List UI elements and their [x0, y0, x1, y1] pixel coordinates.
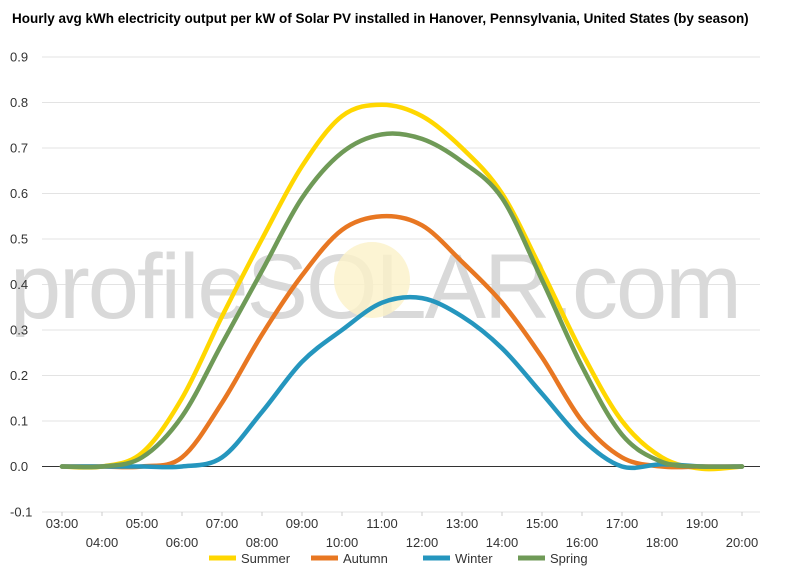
- y-tick-label: 0.2: [10, 368, 28, 383]
- y-tick-label: 0.7: [10, 141, 28, 156]
- y-axis: -0.1 0.0 0.1 0.2 0.3 0.4 0.5 0.6 0.7 0.8 0.9: [10, 50, 32, 520]
- legend-label-winter: Winter: [455, 551, 493, 566]
- x-tick-label: 14:00: [486, 535, 519, 550]
- series-line-summer: [59, 102, 745, 472]
- y-tick-label: 0.6: [10, 186, 28, 201]
- x-tick-label: 12:00: [406, 535, 439, 550]
- x-tick-label: 17:00: [606, 516, 639, 531]
- chart-title: Hourly avg kWh electricity output per kW…: [12, 11, 749, 26]
- x-tick-label: 06:00: [166, 535, 199, 550]
- legend-label-autumn: Autumn: [343, 551, 388, 566]
- y-tick-label: 0.9: [10, 50, 28, 65]
- x-tick-label: 09:00: [286, 516, 319, 531]
- x-tick-label: 03:00: [46, 516, 79, 531]
- x-tick-label: 11:00: [366, 516, 398, 531]
- gridlines: [42, 56, 760, 513]
- x-tick-label: 04:00: [86, 535, 119, 550]
- legend-label-summer: Summer: [241, 551, 291, 566]
- x-tick-label: 20:00: [726, 535, 759, 550]
- x-tick-label: 10:00: [326, 535, 359, 550]
- series-line-autumn: [59, 213, 745, 470]
- y-tick-label: 0.3: [10, 323, 28, 338]
- y-tick-label: 0.0: [10, 459, 28, 474]
- x-axis: 03:00 04:00 05:00 06:00 07:00 08:00 09:00 10:00…: [46, 512, 759, 550]
- legend: Summer Autumn Winter Spring: [209, 551, 588, 566]
- y-tick-label: 0.1: [10, 414, 28, 429]
- x-tick-label: 13:00: [446, 516, 479, 531]
- x-tick-label: 15:00: [526, 516, 559, 531]
- x-tick-label: 16:00: [566, 535, 599, 550]
- x-tick-label: 05:00: [126, 516, 159, 531]
- y-tick-label: 0.4: [10, 277, 28, 292]
- y-tick-label: 0.8: [10, 95, 28, 110]
- legend-label-spring: Spring: [550, 551, 588, 566]
- series-line-spring: [59, 131, 745, 470]
- x-tick-label: 08:00: [246, 535, 279, 550]
- series-lines: [59, 102, 745, 472]
- y-tick-label: -0.1: [10, 505, 32, 520]
- series-line-winter: [59, 294, 745, 471]
- x-tick-label: 19:00: [686, 516, 719, 531]
- y-tick-label: 0.5: [10, 232, 28, 247]
- x-tick-label: 18:00: [646, 535, 679, 550]
- x-tick-label: 07:00: [206, 516, 239, 531]
